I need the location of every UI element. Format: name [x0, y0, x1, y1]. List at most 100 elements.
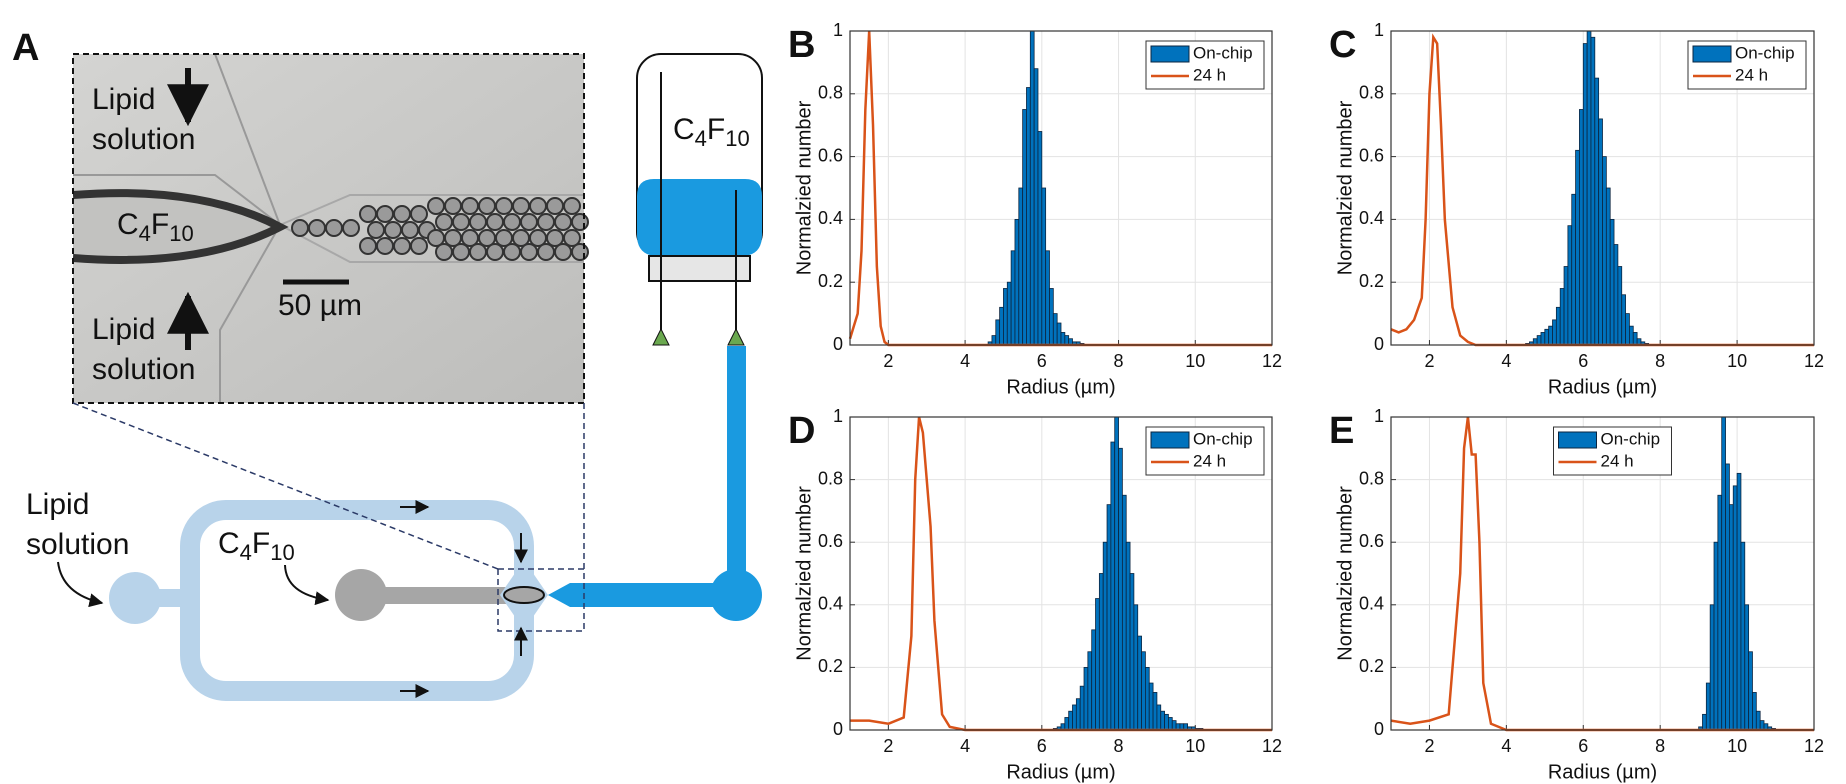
bubble	[537, 213, 555, 231]
bubble	[486, 213, 504, 231]
bar	[999, 306, 1004, 346]
bubble	[384, 221, 402, 239]
y-tick-label: 1	[1374, 20, 1384, 40]
bar	[1709, 604, 1715, 731]
y-tick-label: 0.8	[818, 83, 843, 103]
bar	[1083, 667, 1089, 731]
x-tick-label: 8	[1655, 351, 1665, 371]
bar	[1721, 416, 1726, 731]
y-tick-label: 0.8	[1359, 83, 1384, 103]
x-tick-label: 8	[1114, 351, 1124, 371]
y-tick-label: 0.6	[1359, 531, 1384, 551]
bar	[1045, 250, 1050, 346]
y-axis-label: Normalzied number	[1334, 486, 1356, 661]
canister-liquid	[637, 179, 762, 256]
bubble	[469, 243, 487, 261]
chart: 2 4 6 8 10 12 0 0.2 0.4 0.6 0.8 1 Radius (µm) Normalz…	[1329, 20, 1824, 399]
y-tick-label: 1	[1374, 406, 1384, 426]
scale-bar-label: 50 µm	[278, 289, 362, 322]
x-tick-label: 12	[1262, 351, 1282, 371]
y-tick-label: 0	[1374, 334, 1384, 354]
x-tick-label: 6	[1578, 351, 1588, 371]
bar	[1598, 118, 1603, 346]
bar	[1160, 710, 1165, 731]
bar	[1056, 322, 1062, 346]
bar	[1563, 266, 1569, 346]
legend-swatch	[1692, 45, 1732, 63]
bar	[1133, 604, 1139, 731]
legend-label: On-chip	[1601, 429, 1661, 448]
bar	[1579, 109, 1584, 346]
bar	[1152, 692, 1158, 731]
outlet	[710, 569, 762, 621]
legend-label: 24 h	[1601, 451, 1634, 470]
bubble	[571, 243, 589, 261]
x-tick-label: 10	[1727, 736, 1747, 756]
bubble	[537, 243, 555, 261]
bar	[1575, 149, 1580, 346]
bar	[1156, 704, 1162, 731]
bar	[1548, 325, 1553, 346]
channel-edge	[214, 53, 281, 226]
bar	[1602, 156, 1607, 346]
y-tick-label: 0.6	[1359, 145, 1384, 165]
legend-label: 24 h	[1193, 65, 1226, 84]
formula-part: F	[151, 208, 169, 241]
bar	[1014, 218, 1020, 346]
valve	[727, 327, 745, 346]
y-tick-label: 0.8	[818, 468, 843, 488]
panel-label: D	[788, 410, 815, 452]
bubble	[452, 213, 470, 231]
bubble	[435, 213, 453, 231]
line	[850, 416, 1272, 732]
x-tick-label: 10	[1185, 351, 1205, 371]
label-line: solution	[26, 528, 129, 561]
gas-label: C4F10	[218, 527, 295, 565]
bar	[1098, 573, 1104, 731]
bubble	[461, 197, 479, 215]
bar	[1137, 635, 1142, 731]
formula-part: F	[707, 113, 725, 146]
line	[1390, 33, 1814, 347]
axes-frame	[1390, 416, 1815, 731]
lipid-stub	[150, 589, 195, 607]
bar	[1732, 485, 1738, 731]
y-tick-label: 0.6	[818, 145, 843, 165]
x-axis-label: Radius (µm)	[1548, 376, 1657, 398]
inlet-arrow	[284, 564, 330, 606]
x-tick-label: 8	[1114, 736, 1124, 756]
x-tick-label: 12	[1804, 736, 1824, 756]
bar	[1106, 504, 1112, 731]
bubble	[342, 219, 360, 237]
x-tick-label: 4	[1501, 736, 1511, 756]
x-tick-label: 12	[1262, 736, 1282, 756]
bar	[1145, 667, 1150, 731]
label-line: solution	[92, 353, 195, 386]
y-tick-label: 1	[833, 20, 843, 40]
bar	[991, 335, 997, 346]
bar	[1590, 36, 1596, 346]
legend-swatch	[1150, 431, 1190, 449]
bar	[1087, 651, 1093, 731]
chart: 2 4 6 8 10 12 0 0.2 0.4 0.6 0.8 1 Radius (µm) Normalz…	[788, 406, 1282, 784]
x-tick-label: 2	[1424, 736, 1434, 756]
y-tick-label: 0	[833, 334, 843, 354]
x-tick-label: 10	[1185, 736, 1205, 756]
bar	[1029, 30, 1035, 346]
chart: 2 4 6 8 10 12 0 0.2 0.4 0.6 0.8 1 Radius (µm) Normalz…	[788, 20, 1282, 399]
bar	[1613, 244, 1619, 346]
bar	[1121, 494, 1127, 731]
gas-label: C4F10	[117, 208, 194, 246]
bar	[1629, 325, 1634, 346]
bar	[1095, 598, 1100, 731]
bubble	[401, 221, 419, 239]
bar	[1736, 472, 1742, 731]
bar	[1022, 109, 1027, 346]
x-axis-label: Radius (µm)	[1548, 761, 1657, 783]
bar	[1567, 225, 1573, 346]
bubble	[393, 205, 411, 223]
bar	[1717, 494, 1723, 731]
bar	[1171, 720, 1177, 731]
